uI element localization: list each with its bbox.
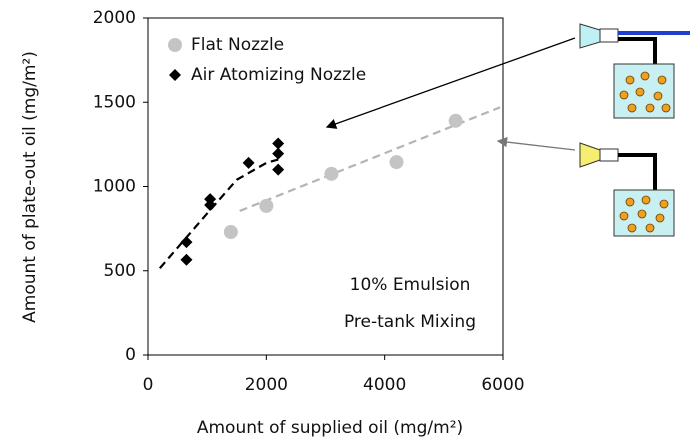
annotation: 10% Emulsion (350, 275, 471, 295)
arrow (325, 37, 576, 129)
x-axis-label: Amount of supplied oil (mg/m²) (197, 418, 463, 438)
point (223, 224, 238, 239)
y-tick-label: 1000 (93, 177, 136, 197)
point (242, 156, 255, 169)
trend-line (239, 106, 501, 212)
trend-line (159, 158, 279, 269)
arrow (496, 136, 576, 151)
x-tick-label: 0 (143, 375, 154, 395)
point (180, 253, 193, 266)
point (180, 236, 193, 249)
annotation: Pre-tank Mixing (344, 312, 476, 332)
point (324, 166, 339, 181)
legend-marker (168, 38, 182, 52)
y-tick-label: 500 (104, 261, 136, 281)
y-tick-label: 2000 (93, 8, 136, 28)
x-tick-label: 6000 (481, 375, 524, 395)
point (272, 163, 285, 176)
legend-label: Flat Nozzle (191, 35, 284, 55)
flat-nozzle-icon (579, 142, 675, 237)
point (272, 147, 285, 160)
x-tick-label: 4000 (363, 375, 406, 395)
y-tick-label: 1500 (93, 92, 136, 112)
point (259, 198, 274, 213)
point (272, 137, 285, 150)
air-atomizing-nozzle-icon (579, 23, 690, 119)
legend-marker (169, 69, 181, 81)
y-tick-label: 0 (125, 345, 136, 365)
point (389, 155, 404, 170)
x-tick-label: 2000 (245, 375, 288, 395)
legend-label: Air Atomizing Nozzle (191, 65, 366, 85)
point (204, 199, 217, 212)
y-axis-label: Amount of plate-out oil (mg/m²) (20, 51, 40, 323)
point (448, 113, 463, 128)
